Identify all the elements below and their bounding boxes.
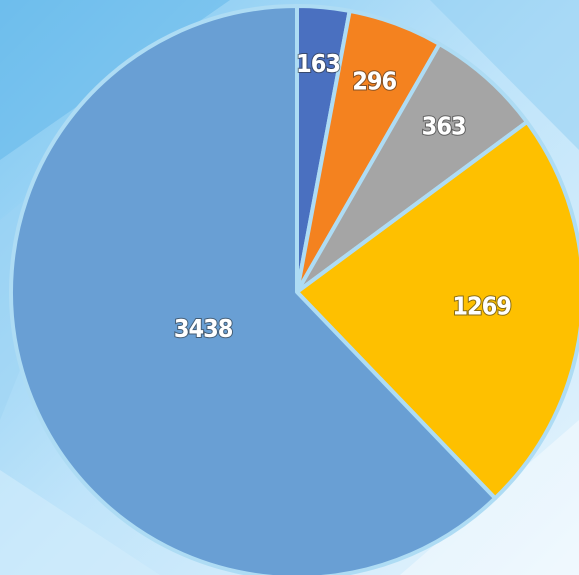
data-label: 1269 bbox=[452, 292, 511, 321]
pie-slice bbox=[295, 119, 579, 501]
pie: 163 296 363 1269 3438 bbox=[9, 4, 579, 575]
pie-slice bbox=[9, 4, 498, 575]
data-label: 163 bbox=[296, 49, 340, 78]
background-shape bbox=[0, 470, 160, 575]
data-label: 296 bbox=[352, 67, 396, 96]
background-shape bbox=[430, 0, 579, 150]
pie-slice bbox=[295, 42, 529, 294]
data-label: 363 bbox=[422, 111, 466, 140]
data-label: 3438 bbox=[174, 314, 233, 343]
